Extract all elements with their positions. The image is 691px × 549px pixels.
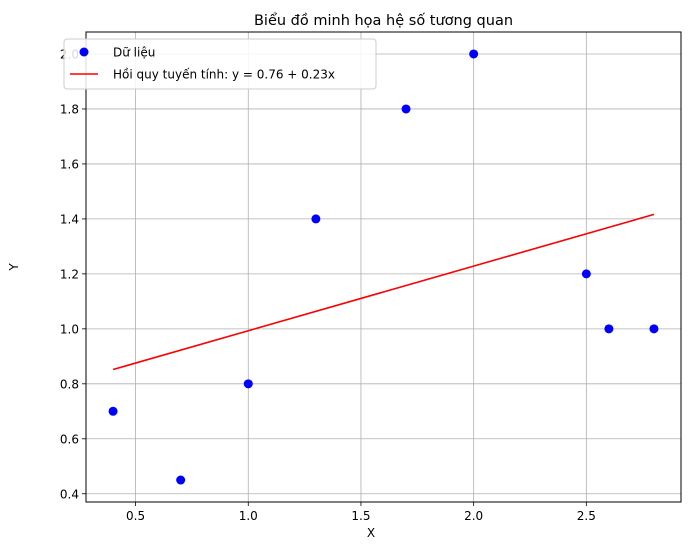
- plot-frame: [85, 31, 682, 503]
- legend-frame: [63, 38, 377, 90]
- legend-label-regression: Hồi quy tuyến tính: y = 0.76 + 0.23x: [113, 68, 335, 82]
- x-tick-label: 1.0: [239, 509, 258, 523]
- data-point: [311, 214, 321, 224]
- x-axis-label: X: [367, 526, 375, 540]
- data-points-layer: [108, 49, 659, 485]
- y-tick-label: 1.0: [60, 322, 79, 336]
- x-ticks: 0.5 1.0 1.5 2.0 2.5: [126, 502, 596, 523]
- y-tick-label: 1.8: [60, 102, 79, 116]
- chart-title: Biểu đồ minh họa hệ số tương quan: [254, 12, 513, 29]
- grid: [86, 32, 681, 502]
- data-point: [176, 475, 186, 485]
- data-point: [243, 379, 253, 389]
- data-point: [108, 406, 118, 416]
- data-point: [649, 324, 659, 334]
- data-point: [604, 324, 614, 334]
- x-tick-label: 2.0: [464, 509, 483, 523]
- x-tick-label: 2.5: [577, 509, 596, 523]
- regression-line: [112, 213, 655, 371]
- y-tick-label: 0.8: [60, 377, 79, 391]
- data-point: [401, 104, 411, 114]
- y-tick-label: 1.4: [60, 212, 79, 226]
- data-point: [581, 269, 591, 279]
- x-tick-label: 0.5: [126, 509, 145, 523]
- y-axis-label: Y: [7, 263, 21, 272]
- y-tick-label: 1.6: [60, 157, 79, 171]
- regression-line-layer: [112, 213, 655, 371]
- legend-label-data: Dữ liệu: [113, 46, 155, 60]
- y-tick-label: 0.4: [60, 487, 79, 501]
- x-tick-label: 1.5: [351, 509, 370, 523]
- y-tick-label: 1.2: [60, 267, 79, 281]
- legend: Dữ liệu Hồi quy tuyến tính: y = 0.76 + 0…: [63, 38, 377, 90]
- legend-marker-data: [79, 47, 89, 57]
- data-point: [469, 49, 479, 59]
- y-tick-label: 0.6: [60, 432, 79, 446]
